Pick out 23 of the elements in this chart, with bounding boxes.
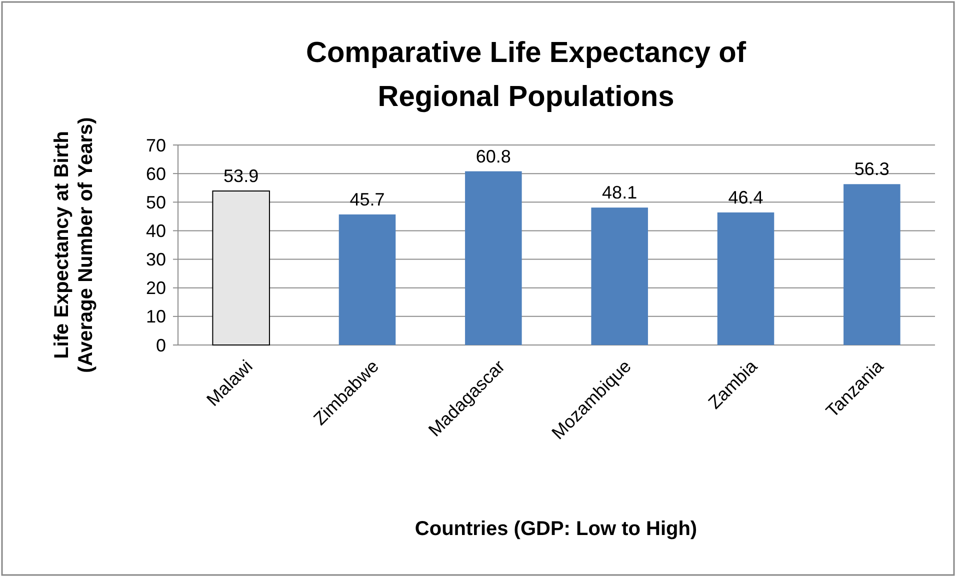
bar <box>844 184 900 345</box>
bar <box>717 212 774 345</box>
data-label: 45.7 <box>350 189 385 210</box>
y-axis-title: Life Expectancy at Birth (Average Number of Years) <box>51 117 97 373</box>
data-label: 56.3 <box>854 159 890 180</box>
y-tick-label: 40 <box>146 221 166 242</box>
y-tick-label: 10 <box>146 306 166 327</box>
y-tick-label: 0 <box>156 335 166 356</box>
y-tick-label: 20 <box>146 278 166 298</box>
bar <box>591 208 648 345</box>
y-tick-label: 60 <box>146 164 166 184</box>
bar <box>212 190 270 346</box>
y-tick-label: 50 <box>146 192 166 212</box>
data-label: 46.4 <box>728 187 764 208</box>
bar <box>338 214 396 345</box>
y-tick-label: 70 <box>146 135 166 156</box>
x-axis-title: Countries (GDP: Low to High) <box>414 518 698 540</box>
bar <box>465 171 522 345</box>
data-label: 53.9 <box>224 166 259 186</box>
data-label: 48.1 <box>602 182 638 203</box>
chart-title: Comparative Life Expectancy of Regional Populations <box>306 37 746 113</box>
y-tick-label: 30 <box>146 250 166 270</box>
data-label: 60.8 <box>476 146 511 166</box>
